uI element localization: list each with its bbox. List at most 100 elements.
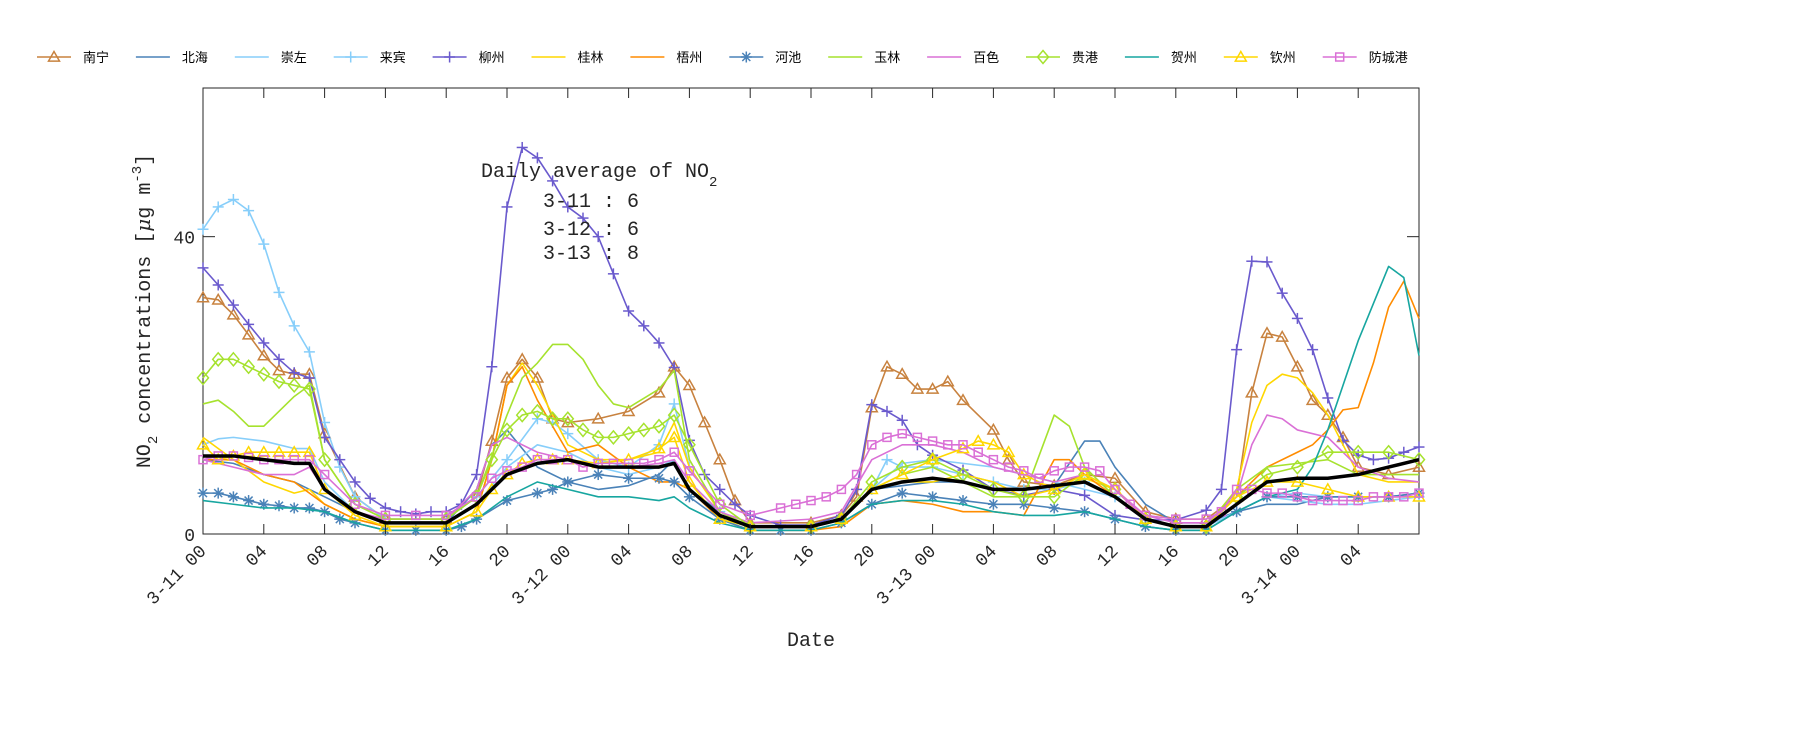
data-point [227,491,239,503]
legend-item: 百色 [927,50,999,66]
data-point [1231,344,1243,356]
data-point [242,359,256,375]
data-point [987,498,999,510]
data-point [196,370,210,386]
data-point [471,492,482,502]
data-point [1003,462,1014,472]
x-tick-label: 3-13 00 [873,542,941,610]
data-point [895,459,909,475]
data-point [317,482,332,495]
data-point [380,510,391,521]
x-tick-label: 04 [972,542,1001,571]
x-tick-label: 20 [851,542,880,571]
x-tick-label: 20 [486,542,515,571]
data-point [682,437,696,453]
data-point [561,411,575,427]
legend-item: 防城港 [1322,50,1408,66]
data-point [592,231,604,243]
legend-label: 北海 [182,51,208,66]
legend-item: 钦州 [1223,49,1296,66]
data-point [1079,489,1091,501]
data-point [1110,484,1120,495]
data-point [516,141,528,153]
data-point [530,370,545,383]
legend-marker-triangle-icon [1234,49,1248,62]
data-point [364,492,376,504]
data-point [806,495,816,506]
data-point [1412,452,1426,468]
data-point [1064,462,1075,472]
x-tick-label: 04 [1337,542,1366,571]
x-tick-label: 16 [1155,542,1184,571]
data-point [1291,312,1303,324]
data-point [258,238,270,250]
legend-label: 玉林 [874,51,900,66]
data-point [682,378,697,391]
x-tick-label: 04 [607,542,636,571]
data-point [212,279,224,291]
data-point [1292,492,1303,502]
data-point [1261,256,1273,268]
data-point [1047,482,1061,495]
data-point [715,499,725,510]
x-tick-label: 3-14 00 [1238,542,1306,610]
data-point [1171,514,1181,524]
x-tick-label: 3-11 00 [144,542,212,610]
data-point [607,268,619,280]
x-tick-label: 16 [425,542,454,571]
legend-label: 梧州 [676,51,702,66]
data-point [318,452,332,468]
data-point [606,429,620,446]
data-point [411,510,421,521]
data-point [927,491,939,503]
data-point [196,290,210,303]
data-point [1201,514,1211,524]
x-tick-label: 20 [1215,542,1244,571]
data-point [1414,488,1424,498]
plot-area [202,87,1420,535]
data-point [912,432,923,443]
legend-label: 柳州 [479,51,505,66]
data-point [273,286,285,298]
data-point [348,508,362,521]
data-point [956,441,970,454]
data-point [486,361,498,373]
legend-marker-star-icon [740,51,752,63]
annotation-line-3-12: 3-12 : 6 [543,219,639,242]
data-point [441,510,451,521]
data-point [1351,460,1365,472]
legend-item: 来宾 [333,50,406,66]
data-point [303,502,315,514]
data-point [1277,488,1287,498]
legend-marker-diamond-icon [1036,49,1050,65]
data-point [211,351,225,367]
data-point [896,487,908,499]
data-point [623,305,635,317]
data-point [272,373,286,390]
legend-label: 河池 [775,51,801,66]
data-point [211,452,225,465]
legend-label: 桂林 [578,51,604,66]
data-point [1412,489,1426,502]
legend-label: 来宾 [380,50,406,66]
data-point [1305,393,1320,406]
data-point [257,366,271,382]
data-point [211,292,225,305]
data-point [667,430,681,443]
data-point [986,437,1001,450]
data-point [897,428,907,439]
data-point [288,320,300,332]
data-point [515,407,529,423]
data-point [273,353,285,365]
data-point [227,299,239,311]
data-point [562,428,574,440]
data-point [654,454,664,465]
data-point [1353,495,1363,506]
data-point [1322,392,1334,404]
data-point [500,370,514,383]
data-point [1382,444,1396,460]
data-point [350,499,360,510]
data-point [621,404,636,417]
legend-item: 玉林 [828,51,900,66]
data-point [1079,462,1090,472]
